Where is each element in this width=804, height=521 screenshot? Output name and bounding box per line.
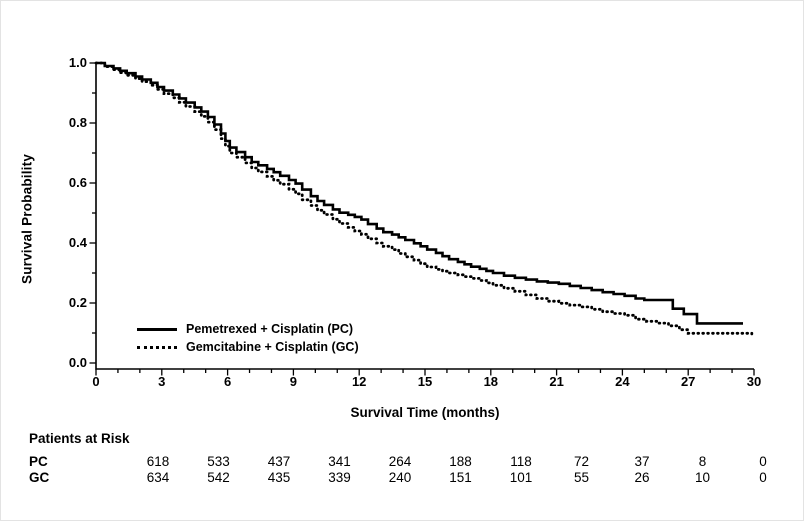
risk-value-gc: 0: [759, 470, 767, 485]
risk-value-gc: 10: [694, 470, 711, 485]
y-tick-label: 0.2: [68, 295, 87, 310]
survival-curve-gc: [94, 61, 754, 336]
risk-value-gc: 55: [573, 470, 590, 485]
x-tick-label: 18: [483, 374, 499, 389]
x-tick-label: 15: [417, 374, 433, 389]
x-tick-label: 3: [158, 374, 166, 389]
x-tick-label: 9: [289, 374, 297, 389]
risk-value-gc: 634: [146, 470, 170, 485]
risk-row-label-gc: GC: [29, 470, 50, 485]
risk-value-pc: 118: [510, 454, 532, 469]
x-tick-label: 21: [549, 374, 564, 389]
y-tick-label: 0.4: [68, 235, 87, 250]
risk-value-pc: 618: [146, 454, 170, 469]
legend-entry-pc: Pemetrexed + Cisplatin (PC): [137, 320, 359, 338]
risk-value-pc: 72: [573, 454, 590, 469]
risk-value-pc: 264: [388, 454, 412, 469]
y-tick-label: 0.8: [68, 115, 87, 130]
survival-curve-pc: [96, 61, 743, 325]
risk-value-gc: 435: [267, 470, 291, 485]
legend-label-gc: Gemcitabine + Cisplatin (GC): [186, 340, 359, 354]
solid-line-swatch: [137, 327, 177, 331]
risk-value-gc: 151: [449, 470, 472, 485]
x-tick-label: 30: [746, 374, 762, 389]
y-tick-label: 0.0: [68, 355, 87, 370]
legend-entry-gc: Gemcitabine + Cisplatin (GC): [137, 338, 359, 356]
x-tick-label: 24: [615, 374, 630, 389]
y-tick-label: 0.6: [68, 175, 87, 190]
dotted-line-swatch: [137, 345, 177, 349]
risk-value-gc: 26: [634, 470, 650, 485]
x-tick-label: 6: [223, 374, 232, 389]
risk-value-gc: 240: [388, 470, 412, 485]
x-tick-label: 27: [680, 374, 696, 389]
y-axis-title: Survival Probability: [19, 153, 35, 284]
risk-value-pc: 0: [759, 454, 767, 469]
risk-value-pc: 341: [328, 454, 351, 469]
risk-value-gc: 339: [328, 470, 351, 485]
risk-row-label-pc: PC: [29, 454, 48, 469]
risk-value-gc: 542: [207, 470, 230, 485]
chart-legend: Pemetrexed + Cisplatin (PC) Gemcitabine …: [137, 320, 359, 356]
risk-value-pc: 188: [449, 454, 472, 469]
risk-value-pc: 437: [267, 454, 291, 469]
risk-table-title: Patients at Risk: [29, 431, 130, 446]
risk-value-pc: 8: [698, 454, 707, 469]
legend-label-pc: Pemetrexed + Cisplatin (PC): [186, 322, 354, 336]
x-tick-label: 0: [92, 374, 100, 389]
x-axis-title: Survival Time (months): [350, 405, 500, 420]
x-tick-label: 12: [351, 374, 367, 389]
y-tick-label: 1.0: [68, 55, 87, 70]
risk-value-gc: 101: [509, 470, 533, 485]
risk-value-pc: 533: [207, 454, 230, 469]
risk-value-pc: 37: [634, 454, 650, 469]
